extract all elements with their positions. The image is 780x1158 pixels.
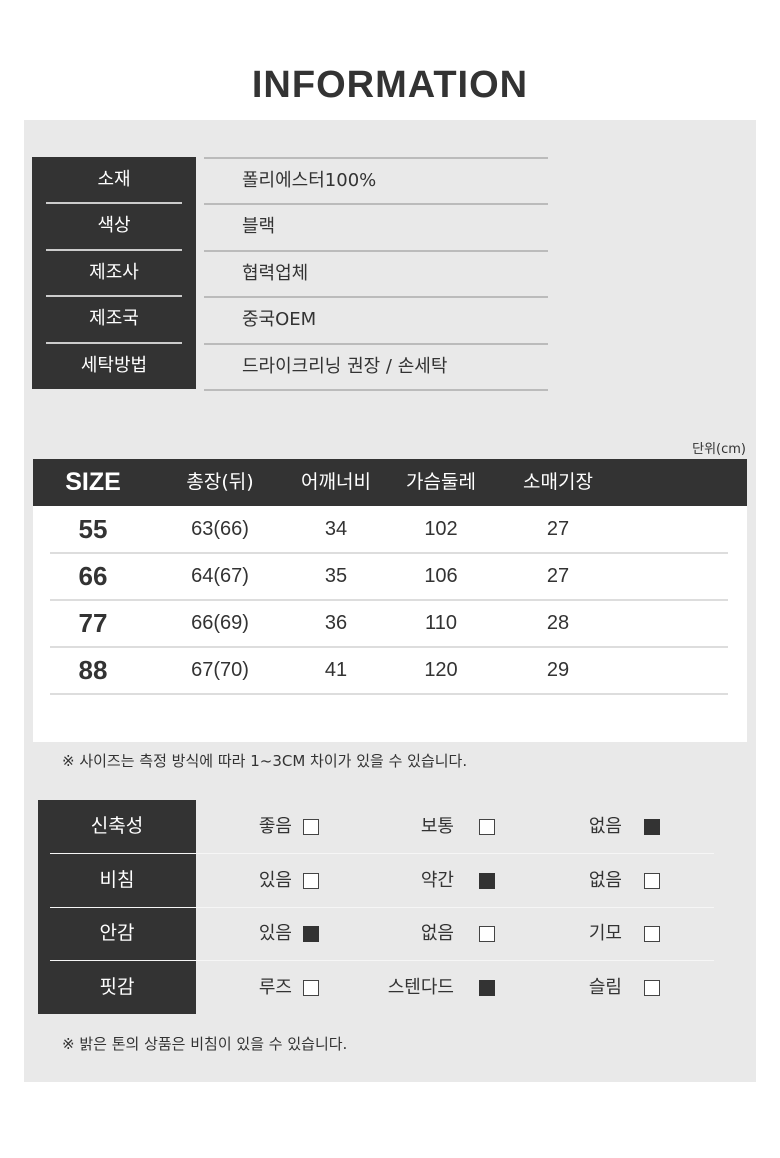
feature-label: 비침: [99, 868, 135, 891]
measure-cell: 64(67): [191, 565, 249, 587]
measure-cell: 41: [324, 659, 348, 681]
feature-option-label: 슬림: [588, 976, 622, 998]
unchecked-box-icon: [479, 926, 495, 942]
column-header: SIZE: [65, 468, 121, 496]
unchecked-box-icon: [479, 819, 495, 835]
measure-cell: 102: [424, 518, 458, 540]
divider: [50, 646, 728, 648]
table-row: 88 67(70) 41 120 29: [33, 647, 747, 695]
measure-cell: 28: [546, 612, 570, 634]
divider: [46, 341, 182, 344]
checked-box-icon: [644, 819, 660, 835]
info-label: 제조국: [89, 308, 139, 330]
info-value: 드라이크리닝 권장 / 손세탁: [242, 355, 448, 377]
feature-option-label: 좋음: [258, 816, 292, 837]
feature-option-label: 약간: [420, 869, 454, 891]
feature-label: 핏감: [99, 975, 135, 998]
table-row: 55 63(66) 34 102 27: [33, 506, 747, 554]
unchecked-box-icon: [644, 872, 660, 889]
unchecked-box-icon: [303, 819, 319, 835]
divider: [204, 249, 548, 252]
measure-cell: 36: [324, 612, 348, 634]
feature-option-label: 없음: [588, 816, 622, 837]
measure-cell: 35: [324, 565, 348, 587]
feature-option-label: 기모: [588, 923, 622, 944]
column-header: 총장(뒤): [186, 471, 254, 493]
divider: [50, 552, 728, 554]
feature-option-label: 있음: [258, 923, 292, 944]
divider: [204, 203, 548, 206]
divider: [50, 960, 714, 961]
divider: [204, 157, 548, 159]
info-value: 폴리에스터100%: [242, 170, 377, 191]
page-title: INFORMATION: [251, 64, 529, 106]
feature-option-label: 스텐다드: [387, 976, 454, 998]
measure-cell: 27: [546, 565, 570, 587]
checked-box-icon: [479, 979, 495, 996]
size-cell: 77: [78, 608, 108, 638]
size-table-body: 55 63(66) 34 102 27 66 64(67) 35 106 27 77 66(69) 36…: [33, 506, 747, 742]
feature-option-label: 있음: [258, 869, 292, 891]
column-header: 소매기장: [523, 471, 593, 493]
info-value: 중국OEM: [242, 309, 317, 331]
info-value: 협력업체: [242, 262, 309, 284]
divider: [50, 693, 728, 695]
divider: [50, 853, 714, 854]
divider: [46, 248, 182, 251]
measure-cell: 106: [424, 565, 458, 587]
divider: [204, 389, 548, 391]
unchecked-box-icon: [303, 979, 319, 996]
info-label: 소재: [97, 169, 131, 190]
checked-box-icon: [479, 872, 495, 889]
checked-box-icon: [303, 926, 319, 942]
measure-cell: 27: [546, 518, 570, 540]
feature-option-label: 없음: [420, 923, 454, 944]
feature-option-label: 루즈: [258, 976, 292, 998]
divider: [46, 295, 182, 298]
size-note: ※ 사이즈는 측정 방식에 따라 1~3CM 차이가 있을 수 있습니다.: [62, 752, 468, 770]
unchecked-box-icon: [644, 926, 660, 942]
measure-cell: 29: [546, 659, 570, 681]
divider: [204, 296, 548, 299]
measure-cell: 120: [424, 659, 458, 681]
measure-cell: 110: [425, 612, 457, 634]
size-cell: 88: [78, 655, 108, 685]
unit-label: 단위(cm): [692, 442, 746, 457]
measure-cell: 66(69): [191, 612, 249, 634]
divider: [50, 599, 728, 601]
info-label: 색상: [97, 215, 131, 237]
measure-cell: 67(70): [191, 659, 249, 681]
table-row: 66 64(67) 35 106 27: [33, 553, 747, 601]
size-cell: 55: [78, 514, 108, 544]
divider: [204, 342, 548, 345]
info-label: 제조사: [89, 261, 139, 283]
size-cell: 66: [78, 561, 108, 591]
size-table-header: SIZE 총장(뒤) 어깨너비 가슴둘레 소매기장: [33, 459, 747, 506]
feature-label: 신축성: [90, 815, 144, 837]
table-row: 77 66(69) 36 110 28: [33, 600, 747, 648]
column-header: 어깨너비: [301, 471, 371, 493]
column-header: 가슴둘레: [406, 471, 476, 493]
divider: [46, 202, 182, 205]
feature-label: 안감: [99, 922, 135, 944]
unchecked-box-icon: [303, 872, 319, 889]
info-label: 세탁방법: [80, 354, 148, 376]
info-value: 블랙: [242, 216, 276, 238]
divider: [50, 906, 714, 908]
feature-option-label: 보통: [420, 816, 454, 837]
unchecked-box-icon: [644, 979, 660, 996]
feature-option-label: 없음: [588, 869, 622, 891]
feature-note: ※ 밝은 톤의 상품은 비침이 있을 수 있습니다.: [62, 1035, 348, 1053]
measure-cell: 63(66): [191, 518, 249, 540]
measure-cell: 34: [324, 518, 348, 540]
